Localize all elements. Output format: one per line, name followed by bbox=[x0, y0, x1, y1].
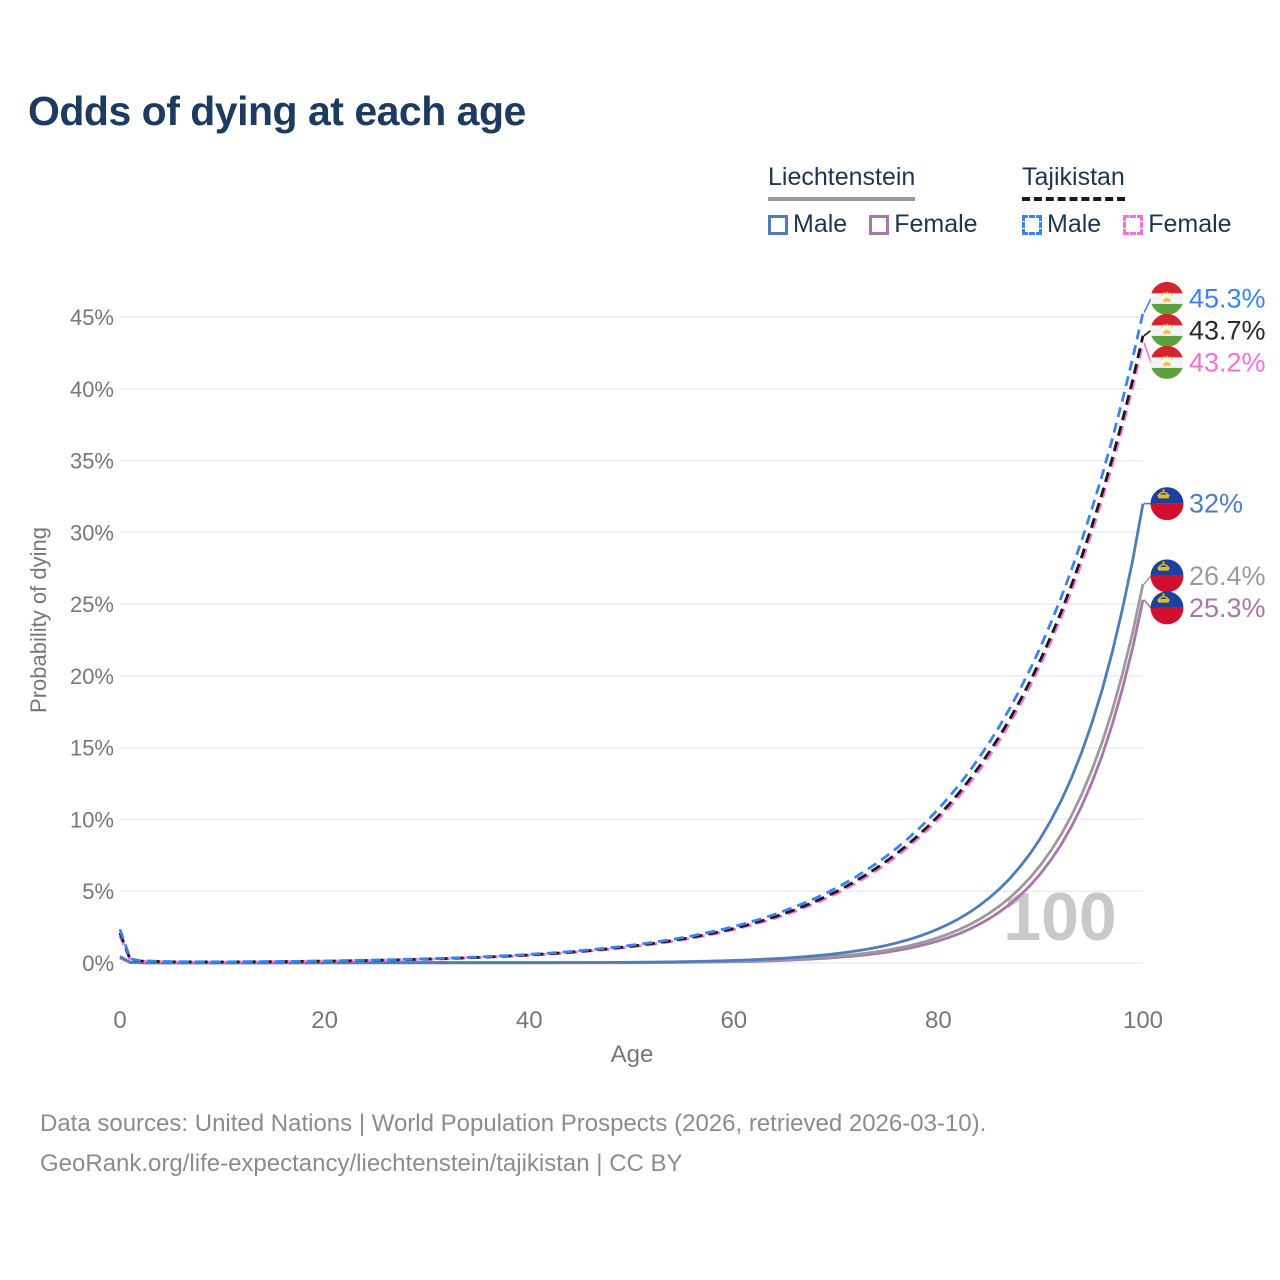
y-tick-label: 25% bbox=[70, 592, 114, 617]
end-label-liechtenstein-both[interactable]: 26.4% bbox=[1143, 559, 1266, 593]
y-tick-label: 40% bbox=[70, 377, 114, 402]
y-tick-label: 45% bbox=[70, 305, 114, 330]
end-label-liechtenstein-male[interactable]: 32% bbox=[1144, 487, 1243, 521]
y-tick-label: 10% bbox=[70, 807, 114, 832]
liechtenstein-female-swatch-icon bbox=[869, 214, 890, 235]
x-axis-title: Age bbox=[611, 1041, 654, 1068]
x-tick-label: 20 bbox=[311, 1007, 338, 1034]
y-tick-label: 30% bbox=[70, 520, 114, 545]
end-value-label: 43.2% bbox=[1189, 347, 1266, 377]
data-sources-line: Data sources: United Nations | World Pop… bbox=[40, 1110, 987, 1137]
age-watermark: 100 bbox=[1003, 879, 1116, 955]
series-line-tajikistan-male[interactable] bbox=[118, 312, 1145, 964]
legend-group-liechtenstein: Liechtenstein Male Female bbox=[768, 163, 978, 239]
tajikistan-flag-icon bbox=[1150, 281, 1184, 315]
legend-item-liechtenstein-male[interactable]: Male bbox=[768, 210, 847, 239]
page-title: Odds of dying at each age bbox=[28, 88, 526, 134]
legend-country-liechtenstein[interactable]: Liechtenstein bbox=[768, 163, 916, 201]
attribution-line: GeoRank.org/life-expectancy/liechtenstei… bbox=[40, 1150, 683, 1177]
series-line-tajikistan-female[interactable] bbox=[118, 342, 1145, 964]
tajikistan-female-swatch-icon bbox=[1123, 214, 1144, 235]
end-value-label: 45.3% bbox=[1189, 283, 1266, 313]
tajikistan-flag-icon bbox=[1150, 345, 1184, 379]
liechtenstein-flag-icon bbox=[1150, 487, 1184, 521]
legend-item-tajikistan-female[interactable]: Female bbox=[1123, 210, 1232, 239]
gridlines: 0% 5% 10% 15% 20% 25% 30% 35% 40% 45% 0 20 40 60 80 100… bbox=[26, 305, 1163, 1068]
series-line-liechtenstein-female[interactable] bbox=[119, 599, 1145, 965]
end-value-label: 26.4% bbox=[1189, 561, 1266, 591]
y-tick-label: 35% bbox=[70, 449, 114, 474]
series-line-liechtenstein-male[interactable] bbox=[119, 503, 1145, 965]
y-tick-label: 5% bbox=[82, 879, 114, 904]
liechtenstein-male-swatch-icon bbox=[768, 214, 788, 235]
end-value-label: 25.3% bbox=[1189, 593, 1266, 623]
legend: Liechtenstein Male Female Tajikistan Mal… bbox=[0, 163, 1280, 243]
y-axis-title: Probability of dying bbox=[26, 527, 51, 713]
y-tick-label: 20% bbox=[70, 664, 114, 689]
y-tick-label: 0% bbox=[82, 951, 114, 976]
legend-item-label: Male bbox=[793, 210, 848, 238]
tajikistan-flag-icon bbox=[1150, 313, 1184, 347]
legend-item-label: Female bbox=[1148, 210, 1232, 238]
end-value-label: 32% bbox=[1189, 489, 1243, 519]
x-tick-label: 60 bbox=[720, 1007, 747, 1034]
x-tick-label: 40 bbox=[516, 1007, 543, 1034]
end-label-tajikistan-male[interactable]: 45.3% bbox=[1143, 281, 1266, 315]
end-label-liechtenstein-female[interactable]: 25.3% bbox=[1143, 591, 1266, 625]
x-tick-label: 80 bbox=[925, 1007, 952, 1034]
series-line-liechtenstein-both[interactable] bbox=[119, 583, 1145, 965]
x-tick-label: 100 bbox=[1123, 1007, 1163, 1034]
x-tick-label: 0 bbox=[113, 1007, 126, 1034]
legend-country-tajikistan[interactable]: Tajikistan bbox=[1022, 163, 1125, 201]
legend-item-label: Male bbox=[1047, 210, 1102, 238]
legend-item-label: Female bbox=[894, 210, 978, 238]
tajikistan-male-swatch-icon bbox=[1022, 214, 1042, 235]
y-tick-label: 15% bbox=[70, 736, 114, 761]
liechtenstein-flag-icon bbox=[1150, 591, 1184, 625]
legend-group-tajikistan: Tajikistan Male Female bbox=[1022, 163, 1232, 239]
liechtenstein-flag-icon bbox=[1150, 559, 1184, 593]
series-line-tajikistan-both[interactable] bbox=[118, 335, 1145, 964]
end-label-tajikistan-both[interactable]: 43.7% bbox=[1143, 313, 1266, 347]
legend-item-tajikistan-male[interactable]: Male bbox=[1022, 210, 1101, 239]
legend-item-liechtenstein-female[interactable]: Female bbox=[869, 210, 978, 239]
end-value-label: 43.7% bbox=[1189, 315, 1266, 345]
end-label-tajikistan-female[interactable]: 43.2% bbox=[1143, 342, 1266, 379]
